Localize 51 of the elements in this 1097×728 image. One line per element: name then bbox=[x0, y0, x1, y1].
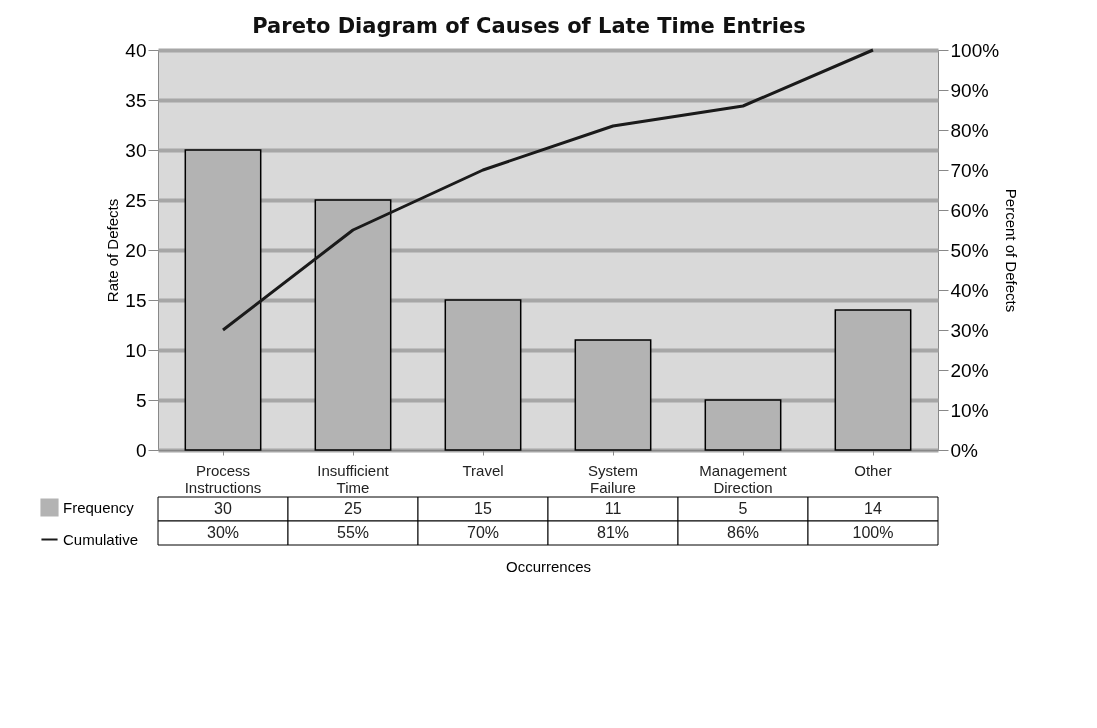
data-label: 55% bbox=[336, 524, 370, 541]
data-label: 5 bbox=[738, 500, 748, 517]
x-tick-label: Management Direction bbox=[699, 461, 788, 496]
data-label: 11 bbox=[604, 500, 622, 517]
data-label: 86% bbox=[726, 524, 760, 541]
bar bbox=[314, 199, 392, 451]
y2-tick-label: 90% bbox=[950, 79, 989, 101]
y2-tick-label: 40% bbox=[950, 279, 989, 301]
bar bbox=[444, 299, 522, 451]
y2-tick-label: 0% bbox=[950, 439, 979, 461]
y-tick-label: 25 bbox=[125, 189, 147, 211]
x-tick-label: Travel bbox=[462, 461, 504, 479]
y2-tick-label: 80% bbox=[950, 119, 989, 141]
data-label: 70% bbox=[466, 524, 500, 541]
data-label: 81% bbox=[596, 524, 630, 541]
y-tick-label: 35 bbox=[125, 89, 147, 111]
y2-axis-title: Percent of Defects bbox=[1003, 188, 1021, 313]
data-label: 14 bbox=[864, 500, 882, 517]
y2-tick-label: 60% bbox=[950, 199, 989, 221]
y-axis-title: Rate of Defects bbox=[104, 198, 122, 303]
x-axis-title: Occurrences bbox=[505, 557, 592, 575]
bar bbox=[704, 399, 782, 451]
y2-tick-label: 20% bbox=[950, 359, 989, 381]
y-tick-label: 10 bbox=[125, 339, 147, 361]
y2-tick-label: 70% bbox=[950, 159, 989, 181]
chart-title: Pareto Diagram of Causes of Late Time Entries bbox=[252, 13, 806, 38]
data-label: 15 bbox=[474, 500, 492, 517]
legend-label: Frequency bbox=[63, 498, 135, 516]
y-tick-label: 5 bbox=[135, 389, 147, 411]
bar bbox=[184, 149, 262, 451]
legend-label: Cumulative bbox=[63, 530, 139, 548]
y-tick-label: 40 bbox=[125, 39, 147, 61]
y-tick-label: 30 bbox=[125, 139, 147, 161]
x-tick-label: System Failure bbox=[587, 461, 639, 496]
bar bbox=[574, 339, 652, 451]
y2-tick-label: 30% bbox=[950, 319, 989, 341]
y2-tick-label: 10% bbox=[950, 399, 989, 421]
y-tick-label: 15 bbox=[125, 289, 147, 311]
y2-tick-label: 50% bbox=[950, 239, 989, 261]
x-tick-label: Insufficient Time bbox=[317, 461, 390, 496]
line-series bbox=[221, 48, 875, 332]
data-label: 30 bbox=[214, 500, 232, 517]
bar bbox=[834, 309, 912, 451]
x-tick-label: Other bbox=[854, 461, 892, 479]
y2-tick-label: 100% bbox=[950, 39, 1000, 61]
data-label: 100% bbox=[852, 524, 894, 541]
data-label: 25 bbox=[344, 500, 362, 517]
x-tick-label: Process Instructions bbox=[184, 461, 262, 496]
y-tick-label: 0 bbox=[135, 439, 147, 461]
y-tick-label: 20 bbox=[125, 239, 147, 261]
data-label: 30% bbox=[206, 524, 240, 541]
